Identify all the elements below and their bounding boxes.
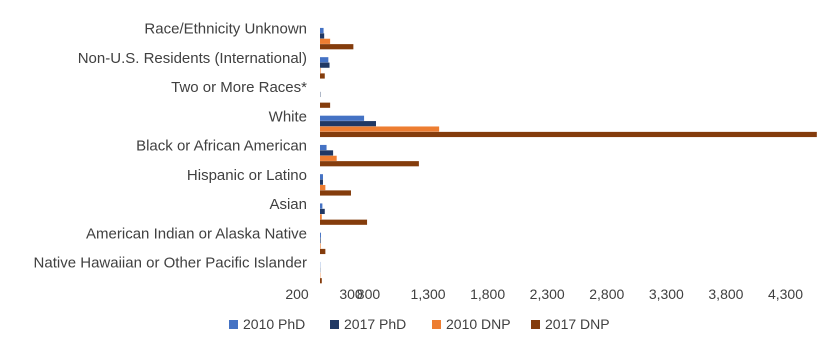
x-tick-label: 3,300 — [649, 286, 684, 302]
category-label-american-indian-or-alaska-native: American Indian or Alaska Native — [86, 225, 307, 242]
bar-2010-dnp-white — [320, 126, 440, 132]
bar-2017-dnp-non-u-s-residents-international — [320, 73, 325, 79]
bar-2017-dnp-native-hawaiian-or-other-pacific-islander — [320, 278, 322, 284]
bar-2010-dnp-black-or-african-american — [320, 155, 337, 161]
bar-2017-dnp-black-or-african-american — [320, 161, 419, 167]
bar-2017-dnp-asian — [320, 219, 368, 225]
bar-2017-phd-hispanic-or-latino — [320, 179, 323, 185]
bars-group — [320, 27, 817, 284]
legend-swatch-2017-phd — [330, 320, 339, 329]
category-label-black-or-african-american: Black or African American — [136, 138, 307, 155]
bar-2017-dnp-white — [320, 131, 817, 138]
bar-2010-dnp-asian — [320, 214, 322, 220]
category-label-race-ethnicity-unknown: Race/Ethnicity Unknown — [144, 21, 307, 38]
legend-swatch-2017-dnp — [531, 320, 540, 329]
category-label-asian: Asian — [269, 196, 307, 213]
bar-2017-dnp-american-indian-or-alaska-native — [320, 248, 326, 255]
x-tick-label: 300 — [339, 286, 363, 302]
x-tick-label: 2,300 — [530, 286, 565, 302]
legend-label-2017-phd: 2017 PhD — [344, 316, 406, 332]
x-tick-label: 1,800 — [470, 286, 505, 302]
bar-2010-phd-hispanic-or-latino — [320, 174, 323, 180]
x-tick-label: 200 — [285, 286, 309, 302]
bar-2017-phd-race-ethnicity-unknown — [320, 33, 325, 39]
bar-2017-phd-white — [320, 121, 376, 127]
x-tick-label: 1,300 — [411, 286, 446, 302]
bar-2017-dnp-two-or-more-races — [320, 102, 331, 108]
bar-2010-phd-black-or-african-american — [320, 144, 327, 151]
bar-2017-dnp-hispanic-or-latino — [320, 190, 351, 196]
category-label-non-u-s-residents-international: Non-U.S. Residents (International) — [78, 50, 307, 67]
bar-2010-phd-american-indian-or-alaska-native — [320, 232, 321, 238]
category-label-hispanic-or-latino: Hispanic or Latino — [187, 167, 307, 184]
bar-2010-phd-white — [320, 115, 365, 121]
bar-2010-phd-asian — [320, 203, 323, 209]
bar-2010-dnp-race-ethnicity-unknown — [320, 38, 331, 44]
bar-2010-dnp-american-indian-or-alaska-native — [320, 243, 321, 249]
bar-2010-phd-race-ethnicity-unknown — [320, 27, 324, 34]
legend-label-2017-dnp: 2017 DNP — [545, 316, 610, 332]
category-label-white: White — [269, 108, 307, 125]
x-tick-label: 4,300 — [768, 286, 803, 302]
bar-2010-dnp-non-u-s-residents-international — [320, 67, 321, 74]
category-label-native-hawaiian-or-other-pacific-islander: Native Hawaiian or Other Pacific Islande… — [34, 255, 307, 272]
legend-label-2010-phd: 2010 PhD — [243, 316, 305, 332]
bar-2017-phd-asian — [320, 208, 325, 215]
bar-2017-phd-non-u-s-residents-international — [320, 62, 330, 68]
x-tick-label: 3,800 — [708, 286, 743, 302]
category-label-two-or-more-races: Two or More Races* — [171, 79, 307, 96]
bar-2010-phd-non-u-s-residents-international — [320, 57, 329, 63]
category-labels: Race/Ethnicity Unknown Non-U.S. Residents… — [34, 21, 308, 272]
bar-2010-dnp-hispanic-or-latino — [320, 184, 326, 191]
legend: 2010 PhD 2017 PhD 2010 DNP 2017 DNP — [229, 316, 610, 332]
legend-swatch-2010-phd — [229, 320, 238, 329]
legend-swatch-2010-dnp — [432, 320, 441, 329]
legend-label-2010-dnp: 2010 DNP — [446, 316, 511, 332]
bar-2017-dnp-race-ethnicity-unknown — [320, 44, 354, 50]
x-tick-label: 2,800 — [589, 286, 624, 302]
x-tick-label: 800 — [357, 286, 381, 302]
bar-2017-phd-black-or-african-american — [320, 150, 334, 156]
bar-2017-phd-american-indian-or-alaska-native — [320, 238, 321, 244]
